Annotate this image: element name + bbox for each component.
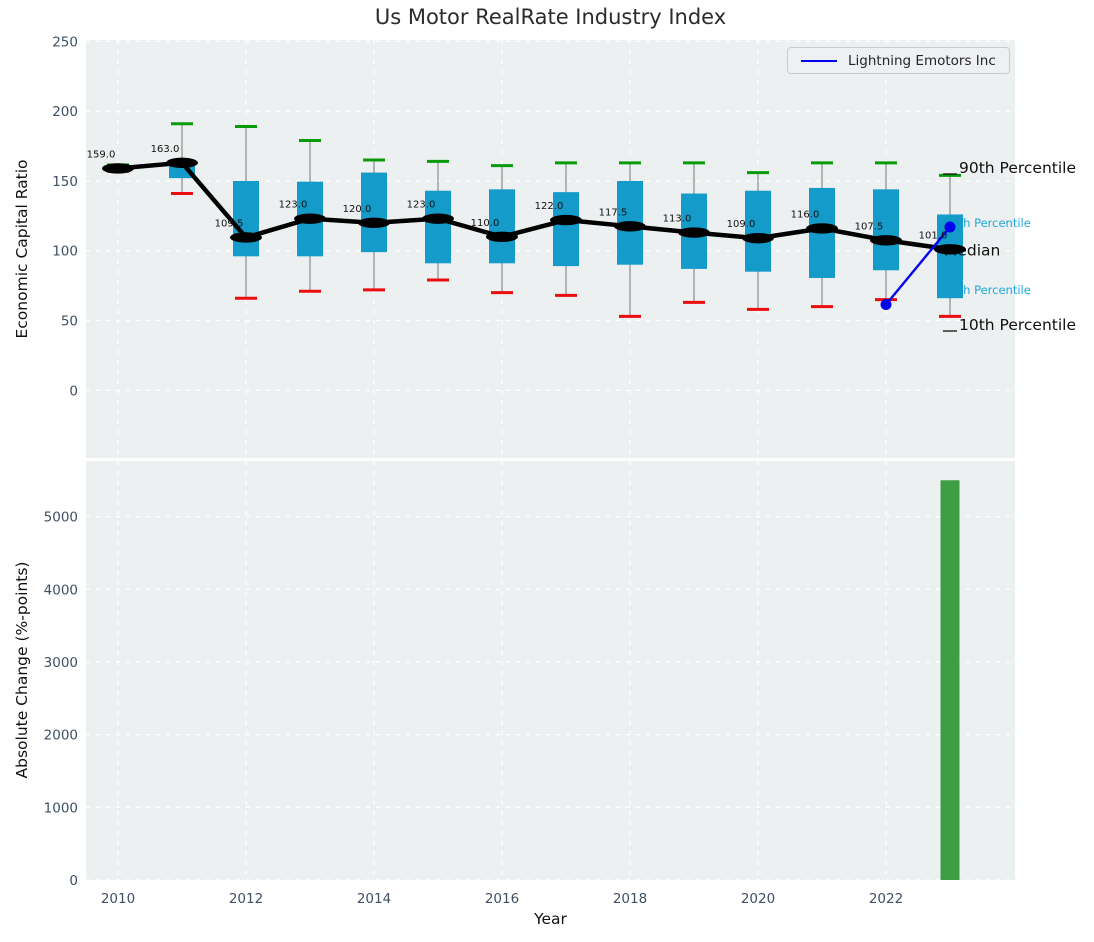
box-2022 [873, 189, 899, 271]
x-tick-2022: 2022 [869, 891, 903, 907]
annotation-25th-percentile: 25th Percentile [944, 283, 1031, 297]
bar-2023 [940, 480, 960, 880]
median-marker-2019 [678, 227, 710, 238]
x-axis-label: Year [534, 910, 567, 928]
annotation-75th-percentile: 75th Percentile [944, 216, 1031, 230]
median-marker-2022 [870, 235, 902, 246]
bottom-y-tick-4000: 4000 [44, 582, 78, 598]
median-marker-2015 [422, 213, 454, 224]
top-y-tick-200: 200 [52, 104, 78, 120]
median-marker-2010 [102, 163, 134, 174]
company-point-2023 [944, 221, 956, 233]
bottom-y-tick-3000: 3000 [44, 655, 78, 671]
box-2014 [361, 172, 387, 253]
median-marker-2023 [934, 244, 966, 255]
top-y-tick-250: 250 [52, 34, 78, 50]
median-marker-2013 [294, 213, 326, 224]
x-tick-2018: 2018 [613, 891, 647, 907]
median-label-2013: 123.0 [279, 200, 308, 211]
company-line [885, 226, 951, 306]
median-label-2023: 101.0 [919, 230, 948, 241]
median-label-2011: 163.0 [151, 144, 180, 155]
top-y-tick-0: 0 [69, 383, 78, 399]
annotation-90th-percentile: 90th Percentile [959, 159, 1076, 177]
bottom-y-tick-5000: 5000 [44, 510, 78, 526]
median-label-2020: 109.0 [727, 219, 756, 230]
median-label-2016: 110.0 [471, 218, 500, 229]
bottom-y-axis-label: Absolute Change (%-points) [13, 561, 31, 779]
box-2020 [745, 190, 771, 272]
median-label-2012: 109.5 [215, 218, 244, 229]
x-tick-2016: 2016 [485, 891, 519, 907]
median-marker-2020 [742, 232, 774, 244]
legend: Lightning Emotors Inc [787, 47, 1010, 74]
median-marker-2014 [358, 217, 390, 229]
median-marker-2012 [230, 232, 262, 243]
box-2016 [489, 189, 515, 264]
chart-title: Us Motor RealRate Industry Index [374, 5, 727, 29]
median-label-2018: 117.5 [599, 207, 628, 218]
box-2017 [553, 192, 579, 267]
x-tick-2010: 2010 [101, 891, 135, 907]
x-tick-2014: 2014 [357, 891, 391, 907]
x-tick-2020: 2020 [741, 891, 775, 907]
top-y-tick-100: 100 [52, 244, 78, 260]
median-label-2019: 113.0 [663, 214, 692, 225]
top-y-tick-150: 150 [52, 174, 78, 190]
bottom-y-tick-1000: 1000 [44, 800, 78, 816]
top-y-tick-50: 50 [61, 314, 78, 330]
company-point-2022 [880, 298, 892, 310]
bottom-y-tick-2000: 2000 [44, 728, 78, 744]
top-y-axis-label: Economic Capital Ratio [13, 159, 31, 339]
legend-label: Lightning Emotors Inc [848, 52, 996, 69]
median-label-2021: 116.0 [791, 209, 820, 220]
x-tick-2012: 2012 [229, 891, 263, 907]
legend-line-sample-icon [801, 59, 837, 62]
median-marker-2011 [166, 157, 198, 169]
annotation-10th-percentile: 10th Percentile [959, 316, 1076, 334]
median-label-2017: 122.0 [535, 201, 564, 212]
median-marker-2016 [486, 231, 518, 242]
box-2015 [425, 190, 451, 264]
median-marker-2018 [614, 221, 646, 232]
median-label-2022: 107.5 [855, 221, 884, 232]
box-2012 [233, 180, 259, 257]
median-label-2015: 123.0 [407, 200, 436, 211]
bottom-panel-background [86, 461, 1015, 880]
bottom-y-tick-0: 0 [69, 873, 78, 889]
median-label-2014: 120.0 [343, 204, 372, 215]
median-label-2010: 159.0 [87, 149, 116, 160]
median-marker-2017 [550, 214, 582, 226]
median-marker-2021 [806, 223, 838, 234]
